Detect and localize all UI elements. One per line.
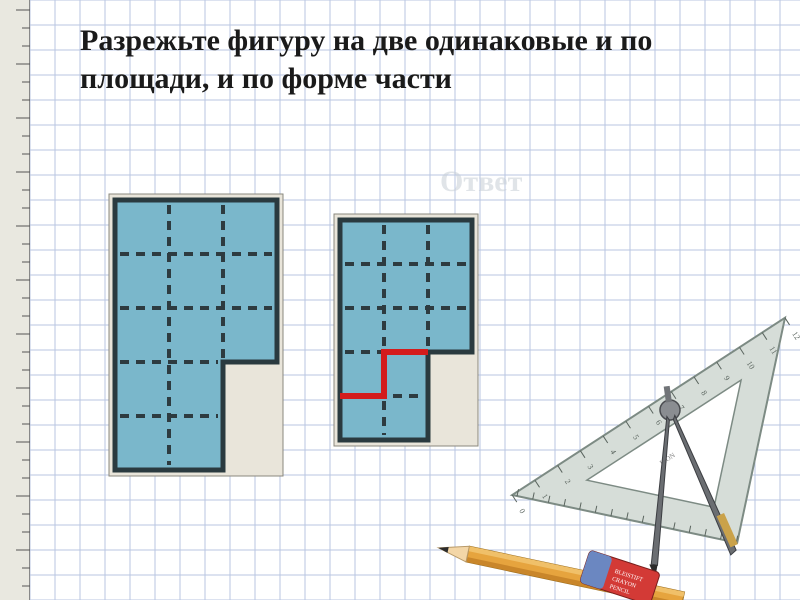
problem-title: Разрежьте фигуру на две одинаковые и по … (80, 22, 740, 97)
slide: Разрежьте фигуру на две одинаковые и по … (0, 0, 800, 600)
answer-label: Ответ (440, 165, 522, 199)
figure-left (109, 194, 291, 484)
ruler-left (0, 0, 30, 600)
figure-right (334, 214, 486, 454)
content-area: Разрежьте фигуру на две одинаковые и по … (30, 0, 800, 600)
